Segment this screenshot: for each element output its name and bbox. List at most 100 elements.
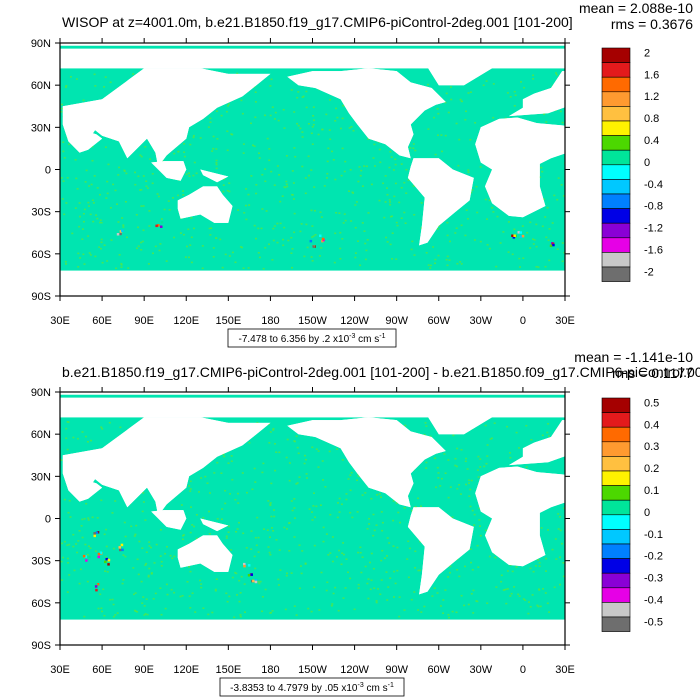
colorbar-label: 0.4 [644, 419, 659, 431]
panel-1-title: WISOP at z=4001.0m, b.e21.B1850.f19_g17.… [62, 14, 573, 30]
lon-tick-label: 0 [520, 315, 526, 327]
lat-tick-label: 30N [31, 122, 51, 134]
colorbar-label: -0.4 [644, 595, 663, 607]
lon-tick-label: 30E [50, 664, 70, 676]
lat-tick-label: 30S [31, 207, 51, 219]
colorbar-swatch [601, 499, 631, 516]
lon-tick-label: 60W [427, 664, 450, 676]
arctic-strip [60, 45, 565, 49]
colorbar-swatch [601, 456, 631, 472]
panel-2-mean: mean = -1.141e-10 [574, 349, 693, 365]
lat-axis-2: 90N 60N 30N 0 30S 60S 90S [31, 387, 570, 652]
colorbar-swatch [601, 135, 631, 151]
colorbar-label: 1.6 [644, 69, 659, 81]
colorbar-label: -2 [644, 266, 654, 278]
colorbar-label: -1.6 [644, 245, 663, 257]
colorbar-swatch [601, 193, 631, 209]
colorbar-swatch [601, 76, 631, 93]
colorbar-swatch [601, 587, 631, 603]
arctic-strip [60, 394, 565, 398]
colorbar-swatch [601, 441, 631, 457]
map-area-2 [60, 392, 565, 645]
colorbar-swatch [601, 47, 631, 63]
panel-1: WISOP at z=4001.0m, b.e21.B1850.f19_g17.… [31, 0, 693, 348]
colorbar-swatch [601, 543, 631, 559]
colorbar-swatch [601, 602, 631, 618]
lon-tick-label: 90W [385, 664, 408, 676]
extreme-points [116, 221, 555, 248]
colorbar-label: 0 [644, 507, 650, 519]
panel-2: b.e21.B1850.f19_g17.CMIP6-piControl-2deg… [31, 349, 700, 697]
lon-tick-label: 60W [427, 315, 450, 327]
lon-tick-label: 60E [92, 664, 112, 676]
lat-axis-1: 90N 60N 30N 0 30S 60S 90S [31, 38, 570, 303]
lon-tick-label: 30E [555, 315, 575, 327]
lon-tick-label: 30E [50, 315, 70, 327]
colorbar-label: -0.4 [644, 179, 663, 191]
lon-tick-label: 90E [134, 664, 154, 676]
colorbar-label: 0.5 [644, 397, 659, 409]
lat-tick-label: 0 [45, 514, 51, 526]
colorbar-swatch [601, 529, 631, 545]
lon-tick-label: 150E [215, 315, 241, 327]
colorbar-swatch [601, 412, 631, 428]
lat-tick-label: 30N [31, 471, 51, 483]
colorbar-swatch [601, 164, 631, 180]
colorbar-label: 2 [644, 47, 650, 59]
colorbar-swatch [601, 514, 631, 530]
panel-1-rms: rms = 0.3676 [611, 16, 693, 32]
colorbar-swatch [601, 485, 631, 501]
lon-tick-label: 150W [298, 315, 327, 327]
lon-tick-label: 30W [470, 315, 493, 327]
colorbar-swatch [601, 558, 631, 574]
colorbar-swatch [601, 252, 631, 268]
colorbar-label: 0.8 [644, 113, 659, 125]
colorbar-swatch [601, 179, 631, 195]
panel-1-mean: mean = 2.088e-10 [579, 0, 693, 16]
lon-tick-label: 30W [470, 664, 493, 676]
map-area-1 [60, 43, 565, 296]
colorbar-label: 1.2 [644, 91, 659, 103]
colorbar-swatch [601, 470, 631, 486]
range-note-box-2 [219, 677, 405, 697]
lat-tick-label: 60S [31, 598, 51, 610]
colorbar-swatch [601, 222, 631, 239]
colorbar-label: 0.3 [644, 441, 659, 453]
lon-tick-label: 30E [555, 664, 575, 676]
lat-tick-label: 90S [31, 291, 51, 303]
colorbar-label: -0.3 [644, 573, 663, 585]
colorbar-1: 2 1.6 1.2 0.8 0.4 0 -0.4 -0.8 -1.2 -1.6 -2 [601, 47, 663, 282]
colorbar-swatch [601, 120, 631, 136]
colorbar-swatch [601, 426, 631, 443]
colorbar-swatch [601, 62, 631, 78]
lon-tick-label: 120E [173, 315, 199, 327]
lat-tick-label: 90N [31, 38, 51, 50]
colorbar-swatch [601, 106, 631, 122]
colorbar-swatch [601, 149, 631, 166]
colorbar-swatch [601, 266, 631, 282]
colorbar-swatch [601, 208, 631, 224]
colorbar-swatch [601, 91, 631, 107]
lon-tick-label: 0 [520, 664, 526, 676]
lon-tick-label: 120W [340, 315, 369, 327]
lat-tick-label: 60S [31, 249, 51, 261]
lon-tick-label: 150W [298, 664, 327, 676]
colorbar-label: -0.5 [644, 616, 663, 628]
panel-2-rms: rms = 0.1177 [612, 365, 693, 381]
lon-axis-1: 30E 60E 90E 120E 150E 180 150W 120W 90W 60W 30W 0 30… [50, 38, 575, 327]
colorbar-label: -0.1 [644, 529, 663, 541]
colorbar-2: 0.5 0.4 0.3 0.2 0.1 0 -0.1 -0.2 -0.3 -0.4 -0.5 [601, 397, 663, 632]
lon-tick-label: 90E [134, 315, 154, 327]
lat-tick-label: 90S [31, 640, 51, 652]
range-note-2: -3.8353 to 4.7979 by .05 x10-3 cm s-1 [230, 682, 394, 694]
lat-tick-label: 30S [31, 556, 51, 568]
colorbar-swatch [601, 397, 631, 413]
colorbar-label: 0.2 [644, 463, 659, 475]
colorbar-label: -0.2 [644, 551, 663, 563]
range-note-box-1 [227, 328, 397, 348]
lon-axis-2: 30E 60E 90E 120E 150E 180 150W 120W 90W 60W 30W 0 30… [50, 387, 575, 676]
lon-tick-label: 150E [215, 664, 241, 676]
lat-tick-label: 0 [45, 165, 51, 177]
colorbar-label: 0.1 [644, 485, 659, 497]
